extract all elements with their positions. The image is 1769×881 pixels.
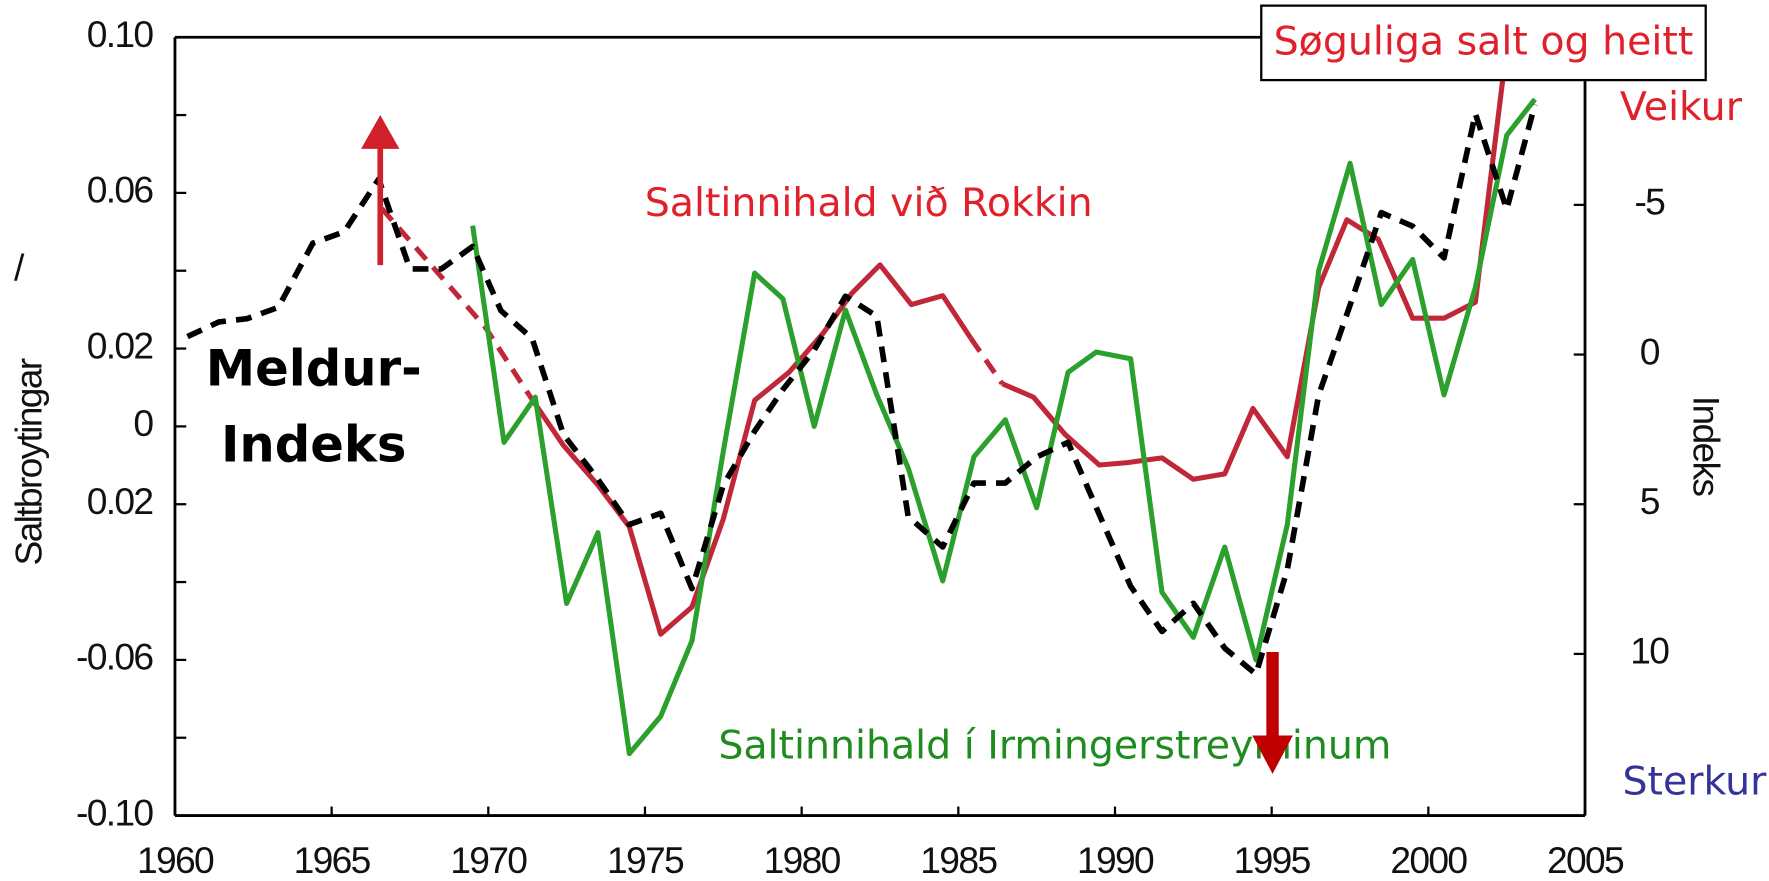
annotation: Søguliga salt og heitt <box>1274 18 1694 64</box>
annotation: Veikur <box>1620 84 1743 130</box>
y2-tick-label: 10 <box>1630 630 1669 672</box>
y-axis-label: Saltbroytingar <box>8 358 50 565</box>
annotation: Meldur- <box>206 340 422 398</box>
series-line <box>186 103 1538 678</box>
series-line <box>968 336 1005 386</box>
x-tick-label: 1985 <box>920 839 997 881</box>
y2-tick-label: 5 <box>1640 480 1660 522</box>
annotation-box <box>1260 4 1707 82</box>
y-tick-label: -0.06 <box>76 636 153 678</box>
y-tick-label: 0 <box>133 402 153 444</box>
plot-lines <box>186 72 1538 757</box>
series-line <box>1001 72 1507 482</box>
x-tick-label: 2005 <box>1547 839 1624 881</box>
annotation: Saltinnihald við Rokkin <box>645 180 1093 226</box>
arrow-down-head <box>1252 735 1293 774</box>
y-tick-label: 0.10 <box>87 13 154 55</box>
y-tick-label: 0.02 <box>87 480 153 522</box>
x-tick-label: 1970 <box>450 839 527 881</box>
series-line <box>470 97 1537 757</box>
y-tick-label: 0.02 <box>87 324 153 366</box>
x-tick-label: 1965 <box>294 839 371 881</box>
annotation: Sterkur <box>1622 758 1767 804</box>
series-line <box>526 262 974 637</box>
arrow-up-head <box>361 115 400 149</box>
x-tick-label: 1980 <box>764 839 841 881</box>
y2-axis-label: Indeks <box>1686 396 1728 497</box>
x-tick-label: 1975 <box>607 839 684 881</box>
y2-tick-label: -5 <box>1634 181 1665 223</box>
y-tick-label: -0.10 <box>76 791 153 833</box>
x-tick-label: 1960 <box>137 839 214 881</box>
x-tick-label: 2000 <box>1390 839 1467 881</box>
y-tick-label: 0.06 <box>87 169 154 211</box>
y-tick-label: / <box>14 247 25 289</box>
annotation: Indeks <box>221 415 407 473</box>
annotation: Saltinnihald í Irmingerstreyminum <box>718 722 1391 768</box>
x-tick-label: 1995 <box>1234 839 1311 881</box>
y2-tick-label: 0 <box>1640 330 1660 372</box>
x-tick-label: 1990 <box>1077 839 1154 881</box>
